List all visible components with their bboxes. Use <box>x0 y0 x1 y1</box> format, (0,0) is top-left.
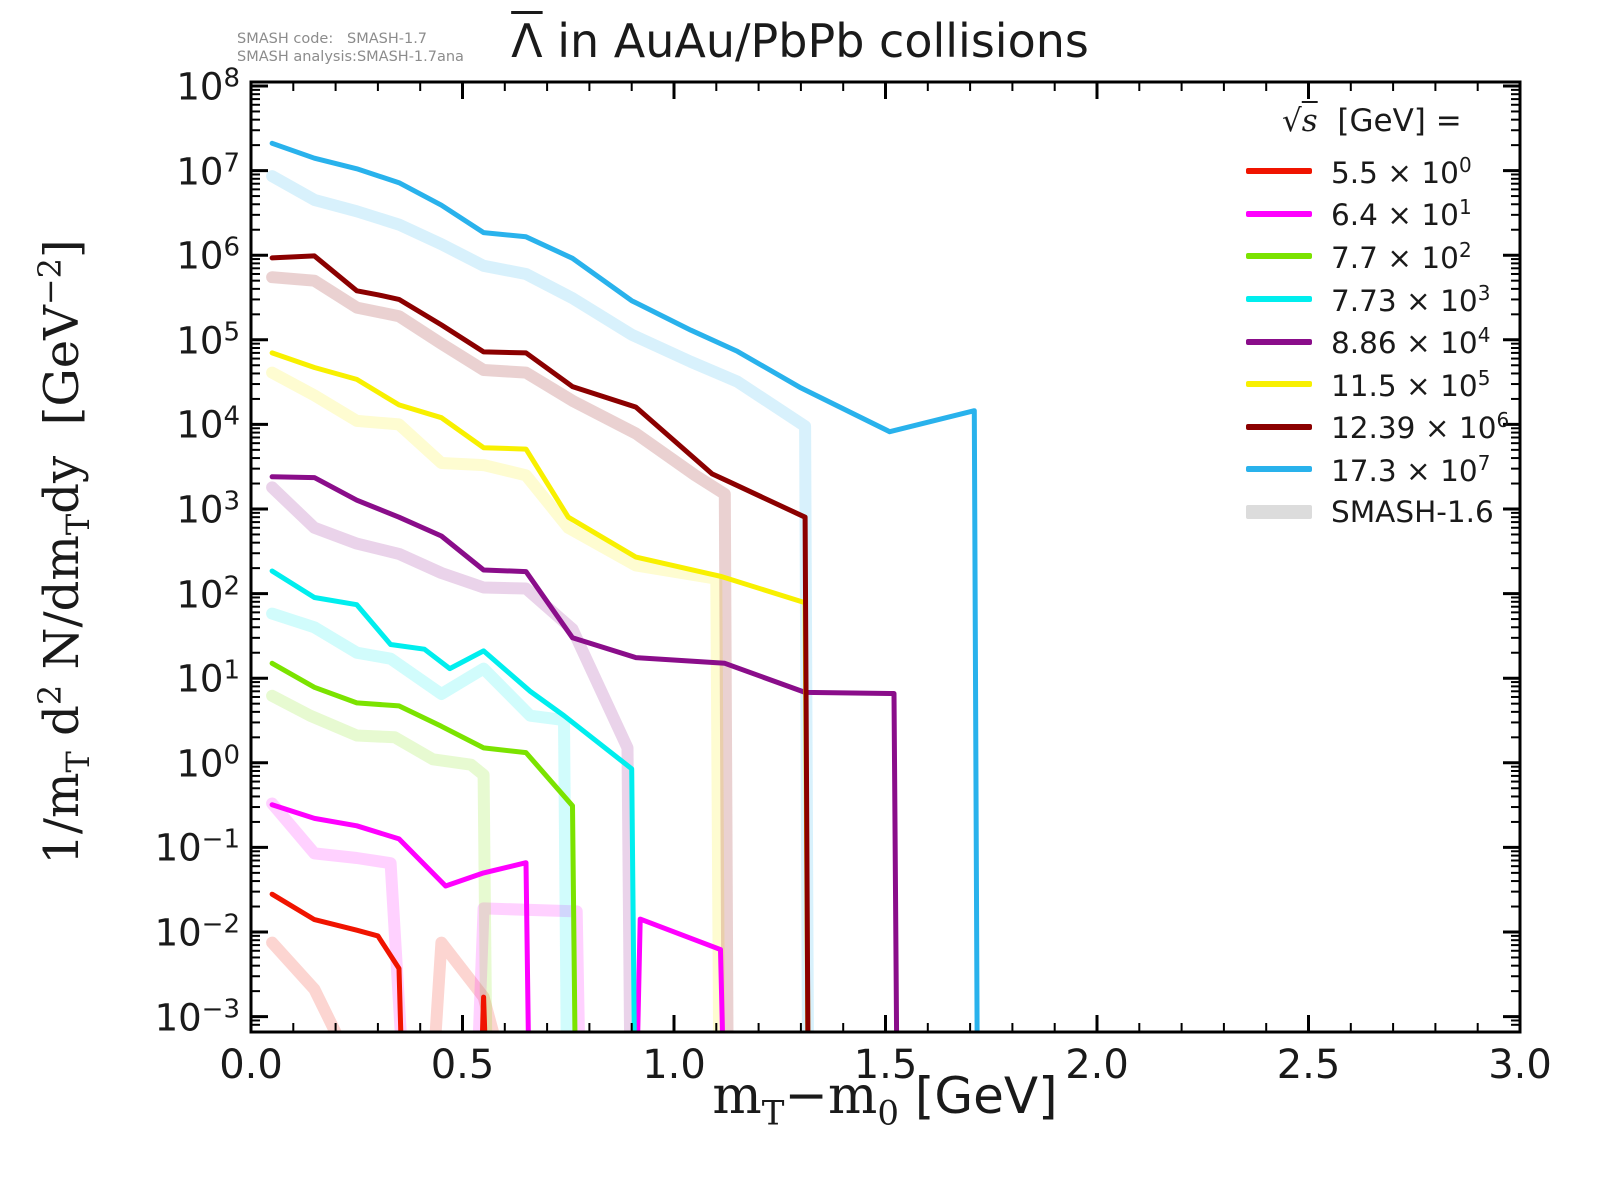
legend-swatch-smash-1.6 <box>1246 505 1312 520</box>
legend-entry-7.7: 7.7 × 102 <box>1246 235 1509 278</box>
y-tick-label-10e-3: 10−3 <box>154 993 240 1040</box>
legend-entry-8.86: 8.86 × 104 <box>1246 320 1509 363</box>
y-tick-label-10e5: 105 <box>176 317 240 363</box>
legend-swatch-7.7 <box>1246 253 1312 260</box>
y-tick-label-10e1: 101 <box>176 655 240 701</box>
series-sqrts-7.73-seg0 <box>269 568 637 1032</box>
series-sqrts-5.5-seg1 <box>479 994 488 1032</box>
legend-entry-5.5: 5.5 × 100 <box>1246 150 1509 193</box>
sqrt-symbol: √ <box>1282 103 1302 139</box>
smash-code-label: SMASH code: <box>237 31 334 47</box>
ticks-group <box>249 82 1522 1032</box>
legend-label-8.86: 8.86 × 104 <box>1331 323 1491 361</box>
legend-label-6.4: 6.4 × 101 <box>1331 195 1472 233</box>
series-sqrts-12.39-smash16-seg0 <box>266 271 734 1032</box>
smash-version-note: SMASH code: SMASH-1.7 SMASH analysis:SMAS… <box>237 30 464 66</box>
smash-code-line: SMASH code: SMASH-1.7 <box>237 30 464 48</box>
x-tick-label-0.5: 0.5 <box>430 1042 495 1088</box>
series-sqrts-7.73-smash16-seg0 <box>266 607 573 1032</box>
series-sqrts-6.4-seg1 <box>635 916 725 1032</box>
legend-label-7.73: 7.73 × 103 <box>1331 280 1491 318</box>
y-tick-label-10e7: 107 <box>176 147 240 194</box>
series-sqrts-11.5-seg0 <box>269 350 811 1032</box>
legend-swatch-5.5 <box>1246 168 1312 175</box>
series-sqrts-7.7-smash16-seg0 <box>266 689 493 1032</box>
legend-swatch-12.39 <box>1246 423 1312 430</box>
series-sqrts-5.5-smash16-seg1 <box>429 936 500 1032</box>
legend-swatch-17.3 <box>1246 466 1312 473</box>
title-text: in AuAu/PbPb collisions <box>542 14 1089 68</box>
series-sqrts-7.7-seg0 <box>269 660 578 1032</box>
series-sqrts-11.5-smash16-seg0 <box>266 366 726 1032</box>
y-tick-label-10e8: 108 <box>176 63 240 109</box>
smash-analysis-line: SMASH analysis:SMASH-1.7ana <box>237 48 464 66</box>
legend-swatch-8.86 <box>1246 338 1312 345</box>
y-tick-label-10e6: 106 <box>176 232 240 278</box>
series-sqrts-17.3-seg0 <box>269 140 980 1032</box>
smash-analysis-value: SMASH-1.7ana <box>356 49 464 65</box>
y-tick-label-10e0: 100 <box>176 740 240 786</box>
legend-swatch-6.4 <box>1246 210 1312 217</box>
x-tick-label-2.0: 2.0 <box>1065 1042 1129 1088</box>
y-tick-label-10e-2: 10−2 <box>154 909 240 955</box>
x-axis-label: mT−m0 [GeV] <box>712 1066 1058 1134</box>
series-sqrts-6.4-seg0 <box>269 802 531 1032</box>
legend-label-5.5: 5.5 × 100 <box>1331 152 1472 190</box>
legend-header: √ s [GeV] = <box>1246 98 1509 144</box>
legend: √ s [GeV] = 5.5 × 100 6.4 × 101 7.7 × 102 7.… <box>1246 98 1509 533</box>
legend-entry-6.4: 6.4 × 101 <box>1246 193 1509 236</box>
y-tick-label-10e2: 102 <box>176 570 240 617</box>
title-particle-lambda-bar: Λ <box>511 14 543 68</box>
y-tick-label-10e4: 104 <box>176 401 240 448</box>
legend-label-7.7: 7.7 × 102 <box>1331 238 1472 275</box>
series-sqrts-8.86-smash16-seg0 <box>266 481 637 1032</box>
series-sqrts-12.39-seg0 <box>269 253 811 1032</box>
legend-label-12.39: 12.39 × 106 <box>1331 408 1510 446</box>
sqrt-s-variable: s <box>1301 103 1318 139</box>
smash-code-value: SMASH-1.7 <box>347 31 428 47</box>
series-sqrts-6.4-smash16-seg0 <box>266 797 407 1032</box>
legend-entry-7.73: 7.73 × 103 <box>1246 278 1509 321</box>
curves-group <box>266 140 980 1032</box>
series-sqrts-5.5-smash16-seg0 <box>266 936 343 1032</box>
series-sqrts-5.5-seg0 <box>269 891 404 1032</box>
legend-label-11.5: 11.5 × 105 <box>1331 365 1491 403</box>
x-tick-label-3.0: 3.0 <box>1488 1042 1552 1088</box>
y-tick-label-10e3: 103 <box>176 486 240 532</box>
legend-swatch-11.5 <box>1246 381 1312 388</box>
series-sqrts-6.4-smash16-seg1 <box>472 902 585 1032</box>
legend-entry-smash-1.6: SMASH-1.6 <box>1246 491 1509 534</box>
x-tick-label-1.5: 1.5 <box>853 1042 918 1088</box>
x-tick-label-2.5: 2.5 <box>1276 1042 1341 1088</box>
chart-title: Λ in AuAu/PbPb collisions <box>0 14 1600 68</box>
smash-analysis-label: SMASH analysis: <box>237 49 357 65</box>
legend-label-17.3: 17.3 × 107 <box>1331 451 1491 488</box>
legend-header-units: [GeV] = <box>1317 103 1462 139</box>
series-sqrts-17.3-smash16-seg0 <box>266 170 814 1032</box>
x-tick-label-1.0: 1.0 <box>642 1042 706 1088</box>
legend-label-smash-1.6: SMASH-1.6 <box>1331 495 1494 530</box>
legend-entry-11.5: 11.5 × 105 <box>1246 363 1509 406</box>
legend-entry-12.39: 12.39 × 106 <box>1246 406 1509 449</box>
y-tick-label-10e-1: 10−1 <box>154 824 240 871</box>
legend-swatch-7.73 <box>1246 296 1312 303</box>
legend-entry-17.3: 17.3 × 107 <box>1246 448 1509 491</box>
x-tick-label-0.0: 0.0 <box>219 1042 283 1088</box>
